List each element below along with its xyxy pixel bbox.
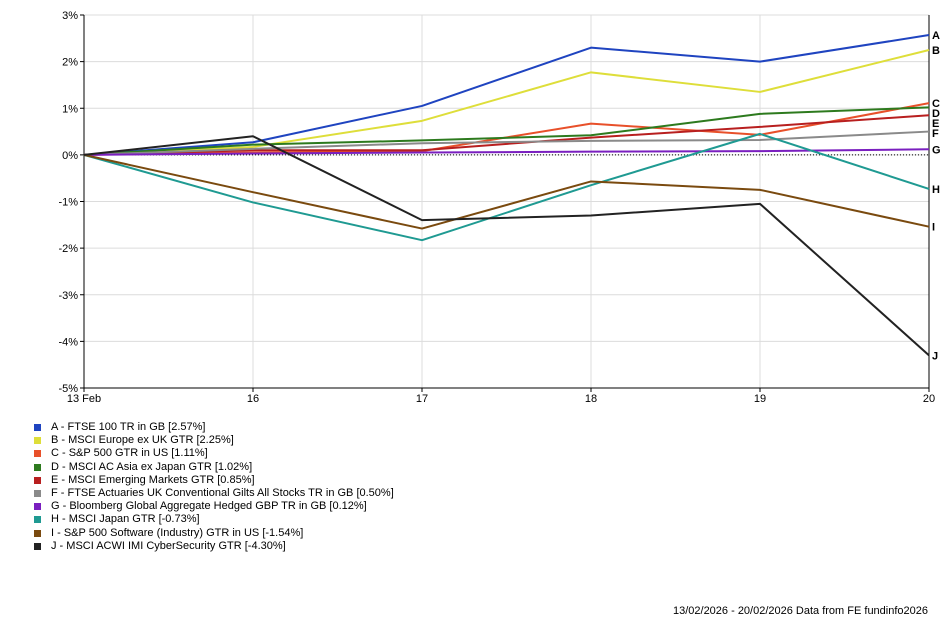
legend-swatch (34, 503, 41, 511)
series-line-d (83, 106, 930, 156)
series-end-label-b: B (932, 45, 940, 57)
x-tick-label: 19 (754, 393, 766, 405)
series-end-label-i: I (932, 222, 935, 234)
legend-label: J - MSCI ACWI IMI CyberSecurity GTR [-4.… (51, 539, 286, 552)
y-tick-label: -3% (58, 290, 78, 302)
series-line-e (83, 114, 930, 156)
series-line-a (83, 34, 930, 156)
series-line-f (83, 130, 930, 156)
legend-item-h: H - MSCI Japan GTR [-0.73%] (34, 513, 394, 526)
series-end-label-g: G (932, 144, 940, 156)
legend-swatch (34, 529, 41, 537)
legend-item-a: A - FTSE 100 TR in GB [2.57%] (34, 421, 394, 434)
series-end-label-f: F (932, 128, 939, 140)
legend-label: H - MSCI Japan GTR [-0.73%] (51, 513, 200, 526)
x-tick-label: 18 (585, 393, 597, 405)
series-line-b (83, 48, 930, 156)
y-tick-label: 2% (62, 57, 78, 69)
series-line-g (83, 148, 930, 156)
y-tick-label: -1% (58, 197, 78, 209)
x-tick-label: 16 (247, 393, 259, 405)
legend-swatch (34, 542, 41, 550)
x-tick-label: 17 (416, 393, 428, 405)
series-line-i (83, 153, 930, 230)
legend-swatch (34, 463, 41, 471)
series-line-j (83, 135, 930, 357)
series-end-label-c: C (932, 98, 940, 110)
legend-item-b: B - MSCI Europe ex UK GTR [2.25%] (34, 434, 394, 447)
series-end-label-h: H (932, 184, 940, 196)
series-end-label-e: E (932, 118, 939, 130)
legend-item-g: G - Bloomberg Global Aggregate Hedged GB… (34, 500, 394, 513)
legend-label: G - Bloomberg Global Aggregate Hedged GB… (51, 500, 367, 513)
y-tick-label: 3% (62, 10, 78, 22)
x-tick-label: 13 Feb (67, 393, 101, 405)
y-tick-label: -4% (58, 336, 78, 348)
footer-source: 13/02/2026 - 20/02/2026 Data from FE fun… (672, 605, 928, 617)
legend-swatch (34, 424, 41, 432)
legend: A - FTSE 100 TR in GB [2.57%] B - MSCI Eu… (34, 421, 394, 553)
legend-label: E - MSCI Emerging Markets GTR [0.85%] (51, 473, 255, 486)
series-end-label-d: D (932, 108, 940, 120)
y-tick-label: -5% (58, 383, 78, 395)
legend-item-j: J - MSCI ACWI IMI CyberSecurity GTR [-4.… (34, 540, 394, 553)
legend-label: B - MSCI Europe ex UK GTR [2.25%] (51, 434, 234, 447)
series-lines (83, 34, 930, 357)
axes: 3% 2% 1% 0% -1% -2% -3% -4% -5%13 Feb 16 17 18 19 20 (58, 10, 935, 405)
grid (83, 14, 930, 389)
series-end-label-j: J (932, 350, 938, 362)
x-tick-label: 20 (923, 393, 935, 405)
legend-label: F - FTSE Actuaries UK Conventional Gilts… (51, 487, 394, 500)
y-tick-label: 0% (62, 150, 78, 162)
series-end-label-a: A (932, 30, 940, 42)
legend-label: I - S&P 500 Software (Industry) GTR in U… (51, 526, 304, 539)
legend-swatch (34, 516, 41, 524)
legend-item-e: E - MSCI Emerging Markets GTR [0.85%] (34, 474, 394, 487)
legend-swatch (34, 450, 41, 458)
legend-item-i: I - S&P 500 Software (Industry) GTR in U… (34, 527, 394, 540)
legend-swatch (34, 490, 41, 498)
legend-swatch (34, 437, 41, 445)
legend-item-f: F - FTSE Actuaries UK Conventional Gilts… (34, 487, 394, 500)
legend-label: C - S&P 500 GTR in US [1.11%] (51, 447, 208, 460)
legend-item-d: D - MSCI AC Asia ex Japan GTR [1.02%] (34, 461, 394, 474)
legend-label: A - FTSE 100 TR in GB [2.57%] (51, 421, 206, 434)
y-tick-label: 1% (62, 103, 78, 115)
y-tick-label: -2% (58, 243, 78, 255)
series-line-h (83, 132, 930, 242)
legend-label: D - MSCI AC Asia ex Japan GTR [1.02%] (51, 460, 253, 473)
legend-swatch (34, 476, 41, 484)
legend-item-c: C - S&P 500 GTR in US [1.11%] (34, 447, 394, 460)
